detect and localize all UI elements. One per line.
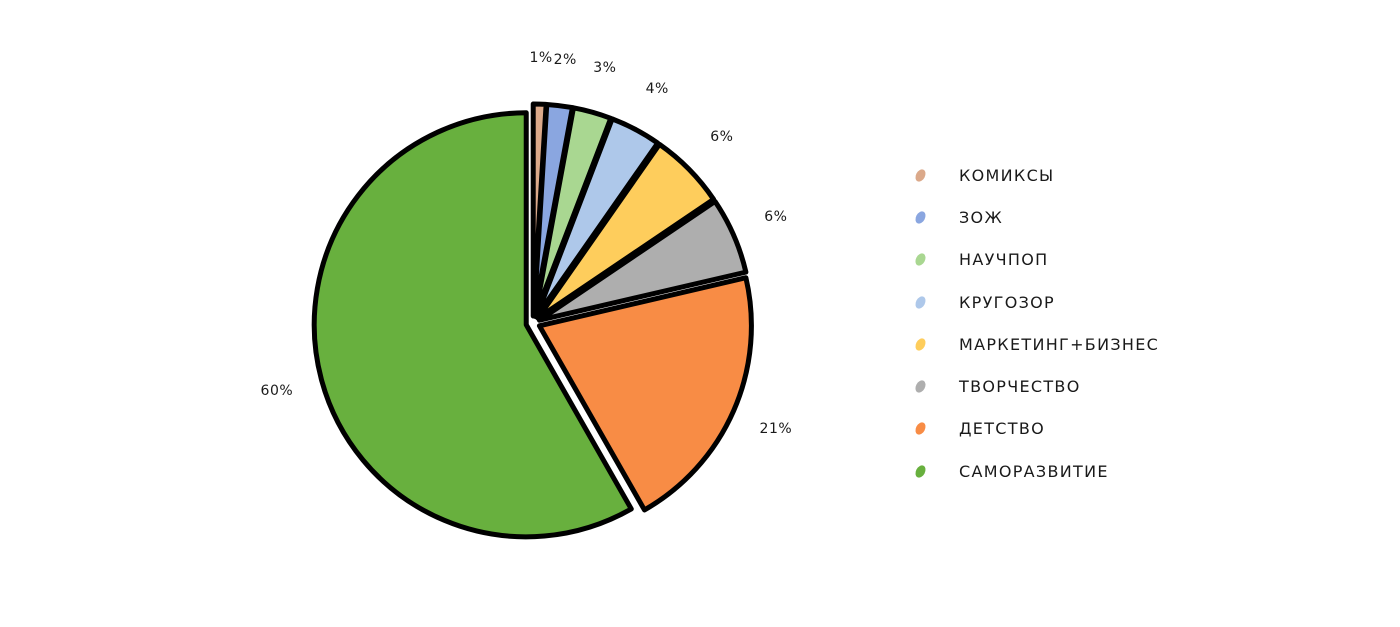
legend-label: ЗОЖ — [959, 207, 1003, 227]
chart-legend: КОМИКСЫ ЗОЖ НАУЧПОП КРУГОЗОР МАРКЕТИНГ+Б… — [913, 154, 1160, 492]
legend-swatch — [913, 336, 928, 353]
legend-label: САМОРАЗВИТИЕ — [959, 461, 1109, 481]
pie-slice — [311, 110, 634, 540]
legend-label: ДЕТСТВО — [959, 419, 1045, 439]
legend-item: КРУГОЗОР — [913, 281, 1159, 323]
legend-label: КОМИКСЫ — [959, 165, 1055, 185]
legend-item: НАУЧПОП — [913, 239, 1159, 281]
legend-swatch — [913, 209, 928, 226]
legend-label: НАУЧПОП — [959, 250, 1049, 270]
legend-swatch — [913, 463, 928, 480]
pie-value-label: 6% — [764, 209, 787, 225]
legend-swatch — [913, 378, 928, 395]
legend-label: ТВОРЧЕСТВО — [959, 377, 1081, 397]
pie-value-label: 21% — [760, 421, 793, 437]
legend-swatch — [913, 294, 928, 310]
pie-slice — [536, 198, 749, 323]
pie-value-label: 4% — [646, 81, 669, 97]
legend-item: МАРКЕТИНГ+БИЗНЕС — [913, 323, 1160, 365]
pie-value-label: 1% — [529, 50, 552, 66]
legend-item: КОМИКСЫ — [913, 154, 1159, 196]
pie-slices — [311, 101, 754, 540]
legend-item: САМОРАЗВИТИЕ — [913, 450, 1159, 492]
pie-value-labels: 1% 2% 3% 4% 6% 6% 21% 60% — [261, 50, 793, 437]
legend-swatch — [913, 251, 928, 268]
legend-swatch — [913, 167, 928, 183]
legend-label: КРУГОЗОР — [959, 292, 1056, 312]
pie-slice — [535, 141, 717, 321]
pie-value-label: 6% — [710, 129, 733, 145]
legend-item: ТВОРЧЕСТВО — [913, 365, 1159, 407]
legend-item: ДЕТСТВО — [913, 408, 1159, 450]
legend-item: ЗОЖ — [913, 196, 1159, 238]
legend-swatch — [913, 421, 928, 437]
pie-value-label: 2% — [554, 52, 577, 68]
pie-value-label: 3% — [593, 60, 616, 76]
pie-value-label: 60% — [261, 383, 294, 399]
pie-slice — [536, 275, 754, 513]
legend-label: МАРКЕТИНГ+БИЗНЕС — [959, 334, 1160, 354]
